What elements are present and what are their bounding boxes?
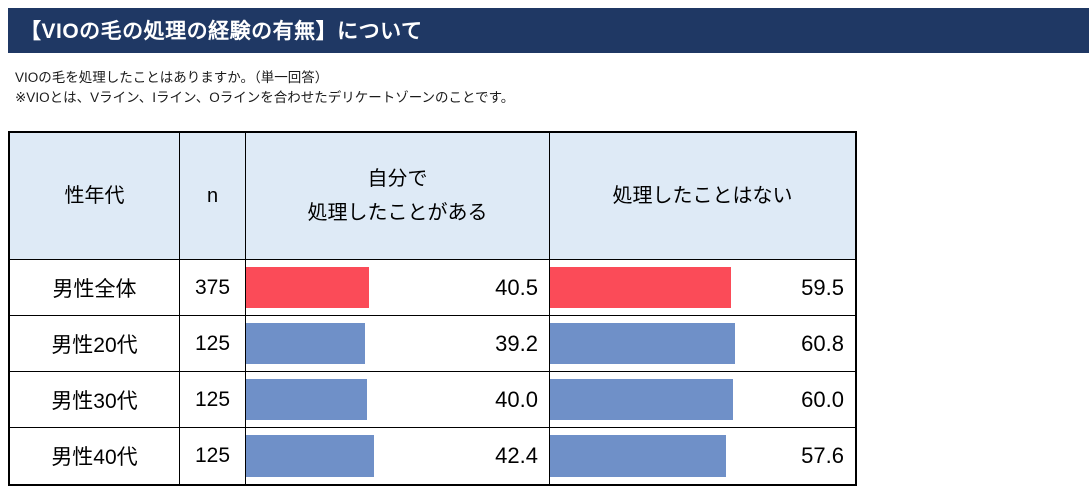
never-processed-cell: 57.6 [550, 428, 855, 484]
table-row: 男性40代 125 42.4 57.6 [10, 428, 855, 484]
never-processed-bar [550, 379, 733, 420]
never-processed-bar [550, 267, 732, 308]
column-header-sex-age: 性年代 [10, 133, 180, 260]
row-n: 375 [180, 260, 246, 316]
self-processed-cell: 40.5 [246, 260, 550, 316]
never-processed-cell: 60.0 [550, 372, 855, 428]
row-label: 男性全体 [10, 260, 180, 316]
column-header-never-processed: 処理したことはない [550, 133, 855, 260]
page-title: 【VIOの毛の処理の経験の有無】について [20, 20, 423, 43]
never-processed-value: 57.6 [801, 443, 844, 468]
self-processed-bar [246, 379, 368, 420]
self-processed-cell: 39.2 [246, 316, 550, 372]
table-header-row: 性年代 n 自分で 処理したことがある 処理したことはない [10, 133, 855, 260]
self-processed-value: 40.0 [495, 386, 538, 412]
table-row: 男性全体 375 40.5 59.5 [10, 260, 855, 316]
self-processed-cell: 40.0 [246, 372, 550, 428]
never-processed-cell: 59.5 [550, 260, 855, 316]
table-row: 男性30代 125 40.0 60.0 [10, 372, 855, 428]
survey-note: ※VIOとは、Vライン、Iライン、Oラインを合わせたデリケートゾーンのことです。 [15, 89, 515, 105]
survey-question: VIOの毛を処理したことはありますか。（単一回答） [15, 70, 329, 85]
never-processed-cell: 60.8 [550, 316, 855, 372]
row-label: 男性20代 [10, 316, 180, 372]
never-processed-value: 60.8 [801, 330, 844, 356]
self-processed-bar [246, 267, 369, 308]
row-label: 男性30代 [10, 372, 180, 428]
results-table: 性年代 n 自分で 処理したことがある 処理したことはない 男性全体 375 4… [8, 131, 857, 486]
row-n: 125 [180, 428, 246, 484]
self-processed-value: 42.4 [495, 443, 538, 468]
self-processed-value: 40.5 [495, 274, 538, 300]
never-processed-bar [550, 323, 736, 364]
never-processed-value: 59.5 [801, 274, 844, 300]
survey-description: VIOの毛を処理したことはありますか。（単一回答） ※VIOとは、Vライン、Iラ… [15, 68, 514, 107]
never-processed-value: 60.0 [801, 386, 844, 412]
table-body: 男性全体 375 40.5 59.5 男性20代 125 39.2 60.8 男… [10, 260, 855, 484]
self-processed-bar [246, 323, 365, 364]
row-n: 125 [180, 372, 246, 428]
never-processed-bar [550, 435, 726, 477]
self-processed-value: 39.2 [495, 330, 538, 356]
self-processed-bar [246, 435, 375, 477]
self-processed-cell: 42.4 [246, 428, 550, 484]
row-label: 男性40代 [10, 428, 180, 484]
column-header-n: n [180, 133, 246, 260]
table-row: 男性20代 125 39.2 60.8 [10, 316, 855, 372]
row-n: 125 [180, 316, 246, 372]
title-bar: 【VIOの毛の処理の経験の有無】について [8, 8, 1089, 53]
column-header-self-processed: 自分で 処理したことがある [246, 133, 550, 260]
